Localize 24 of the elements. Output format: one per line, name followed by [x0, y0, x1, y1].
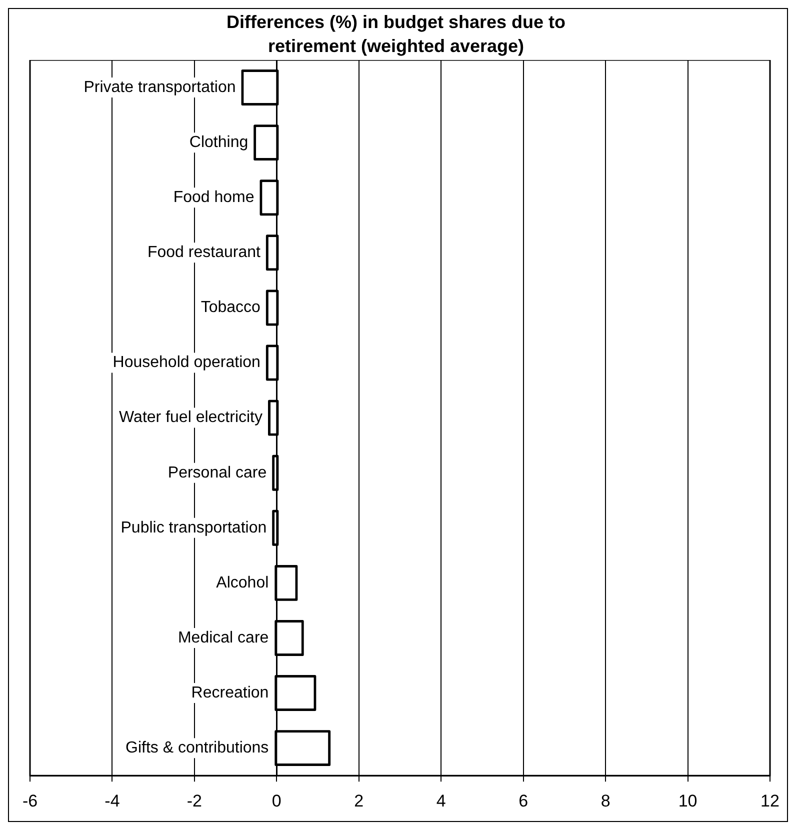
x-tick-label: 0 — [272, 791, 282, 810]
y-tick-label: Recreation — [191, 684, 269, 702]
y-tick-label: Personal care — [168, 464, 267, 482]
y-tick-label: Gifts & contributions — [125, 739, 269, 756]
y-tick-label: Medical care — [178, 629, 269, 646]
chart-title: Differences (%) in budget shares due to retirement (weighted average) — [225, 11, 567, 58]
y-tick-label: Water fuel electricity — [119, 409, 262, 426]
y-tick-label: Tobacco — [200, 299, 261, 316]
x-tick-label: 6 — [518, 791, 528, 810]
x-tick-label: -4 — [104, 791, 120, 810]
y-tick-label: Private transportation — [84, 78, 236, 96]
y-tick-label: Food restaurant — [147, 244, 261, 262]
y-tick-label: Household operation — [112, 354, 260, 372]
x-tick-label: 8 — [600, 791, 610, 810]
x-tick-label: 4 — [436, 791, 446, 810]
x-tick-label: 2 — [354, 791, 364, 810]
x-tick-label: -6 — [22, 791, 38, 810]
y-tick-label: Clothing — [189, 134, 248, 151]
x-tick-label: 10 — [678, 791, 698, 810]
y-tick-label: Public transportation — [120, 519, 267, 536]
x-tick-label: 12 — [760, 791, 780, 810]
y-tick-label: Food home — [173, 189, 254, 206]
y-tick-label: Alcohol — [216, 574, 269, 592]
x-tick-label: -2 — [186, 791, 202, 810]
